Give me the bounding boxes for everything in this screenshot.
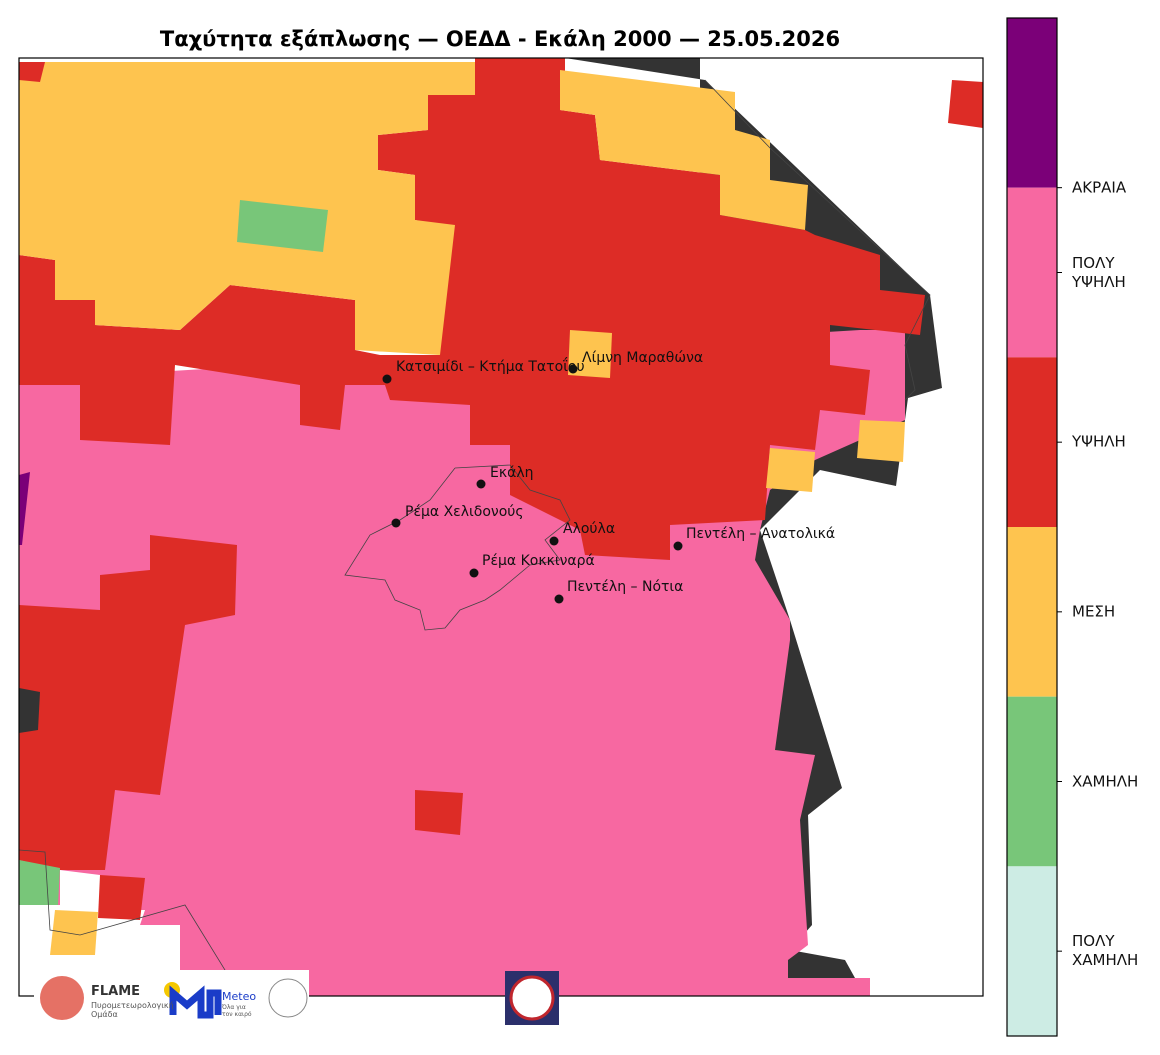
zone-high: [415, 790, 463, 835]
zone-high: [19, 535, 237, 870]
zone-medium: [560, 70, 808, 230]
colorbar-segment: [1007, 696, 1057, 867]
colorbar-label: ΧΑΜΗΛΗ: [1072, 772, 1139, 790]
place-label: Ρέμα Κοκκιναρά: [482, 553, 595, 569]
colorbar-label: ΠΟΛΥ ΧΑΜΗΛΗ: [1072, 932, 1139, 970]
zone-high: [948, 80, 983, 128]
meteo-subtitle: Όλα για τον καιρό: [222, 1004, 252, 1018]
flame-subtitle: Πυρομετεωρολογική Ομάδα: [91, 1001, 174, 1019]
zone-medium: [857, 420, 905, 462]
place-dot: [476, 479, 486, 489]
meteo-logo: [169, 985, 222, 1019]
colorbar-segment: [1007, 187, 1057, 358]
colorbar-label: ΥΨΗΛΗ: [1072, 432, 1126, 451]
place-label: Κατσιμίδι – Κτήμα Τατοΐου: [396, 357, 585, 375]
map-frame: [18, 57, 984, 997]
place-label: Αλούλα: [563, 521, 615, 537]
place-label: Πεντέλη – Νότια: [567, 579, 683, 595]
place-dot: [469, 568, 479, 578]
place-dot: [549, 536, 559, 546]
map-title: Ταχύτητα εξάπλωσης — ΟΕΔΔ - Εκάλη 2000 —…: [160, 27, 840, 51]
colorbar-segment: [1007, 866, 1057, 1036]
zone-high: [98, 875, 145, 920]
place-dot: [554, 594, 564, 604]
place-dot: [382, 374, 392, 384]
logos: FLAME Meteo: [34, 970, 559, 1026]
zone-medium: [568, 330, 612, 378]
place-dot: [673, 541, 683, 551]
flame-name: FLAME: [91, 984, 140, 999]
zone-medium: [766, 448, 815, 492]
colorbar-label: ΠΟΛΥ ΥΨΗΛΗ: [1072, 253, 1126, 291]
fire-logo: [509, 975, 555, 1021]
colorbar-label: ΑΚΡΑΙΑ: [1072, 178, 1127, 197]
colorbar-label: ΜΕΣΗ: [1072, 602, 1116, 621]
zone-extreme: [19, 472, 30, 545]
place-label: Ρέμα Χελιδονούς: [405, 504, 524, 520]
colorbar-segment: [1007, 357, 1057, 527]
seal-logo: [268, 978, 308, 1018]
place-label: Πεντέλη – Ανατολικά: [686, 526, 835, 542]
zone-low: [237, 200, 328, 252]
place-label: Λίμνη Μαραθώνα: [582, 350, 703, 366]
boundary: [344, 464, 571, 631]
zone-high: [19, 58, 925, 560]
boundary: [704, 79, 931, 401]
colorbar-segment: [1007, 18, 1057, 188]
zone-high: [19, 62, 45, 82]
map-area: [18, 57, 984, 997]
colorbar-frame: [1006, 17, 1058, 1037]
zone-low: [19, 860, 60, 905]
meteo-name: Meteo: [222, 990, 256, 1003]
zone-medium: [50, 910, 98, 955]
place-dot: [568, 364, 578, 374]
colorbar-segment: [1007, 527, 1057, 697]
places: Κατσιμίδι – Κτήμα Τατοΐου Λίμνη Μαραθώνα…: [382, 350, 835, 604]
flame-logo: [40, 976, 84, 1020]
colorbar: [1006, 17, 1062, 1037]
place-label: Εκάλη: [490, 465, 533, 481]
place-dot: [391, 518, 401, 528]
land-mask: [19, 688, 40, 733]
